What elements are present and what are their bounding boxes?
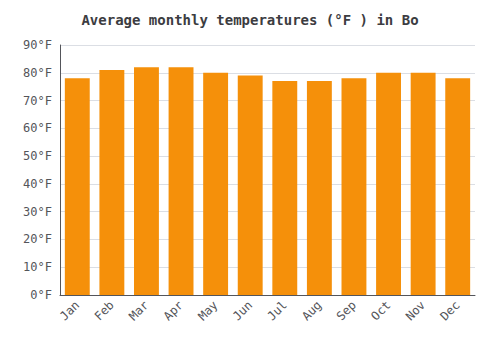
svg-text:20°F: 20°F <box>23 232 52 246</box>
svg-text:Aug: Aug <box>299 298 324 323</box>
svg-text:May: May <box>195 298 220 323</box>
svg-text:30°F: 30°F <box>23 205 52 219</box>
svg-text:50°F: 50°F <box>23 149 52 163</box>
svg-text:Jul: Jul <box>265 298 290 323</box>
svg-text:10°F: 10°F <box>23 260 52 274</box>
svg-text:90°F: 90°F <box>23 38 52 52</box>
svg-text:80°F: 80°F <box>23 66 52 80</box>
svg-text:Apr: Apr <box>161 298 186 323</box>
svg-text:0°F: 0°F <box>30 288 52 302</box>
svg-text:40°F: 40°F <box>23 177 52 191</box>
svg-text:Mar: Mar <box>126 298 151 323</box>
svg-text:Sep: Sep <box>334 298 359 323</box>
svg-text:Dec: Dec <box>437 298 462 323</box>
svg-text:Feb: Feb <box>92 298 117 323</box>
svg-text:70°F: 70°F <box>23 94 52 108</box>
svg-text:60°F: 60°F <box>23 121 52 135</box>
svg-text:Oct: Oct <box>368 298 393 323</box>
svg-text:Average monthly temperatures (: Average monthly temperatures (°F ) in Bo <box>81 12 418 28</box>
svg-text:Nov: Nov <box>403 298 428 323</box>
svg-text:Jun: Jun <box>230 298 255 323</box>
svg-text:Jan: Jan <box>57 298 82 323</box>
